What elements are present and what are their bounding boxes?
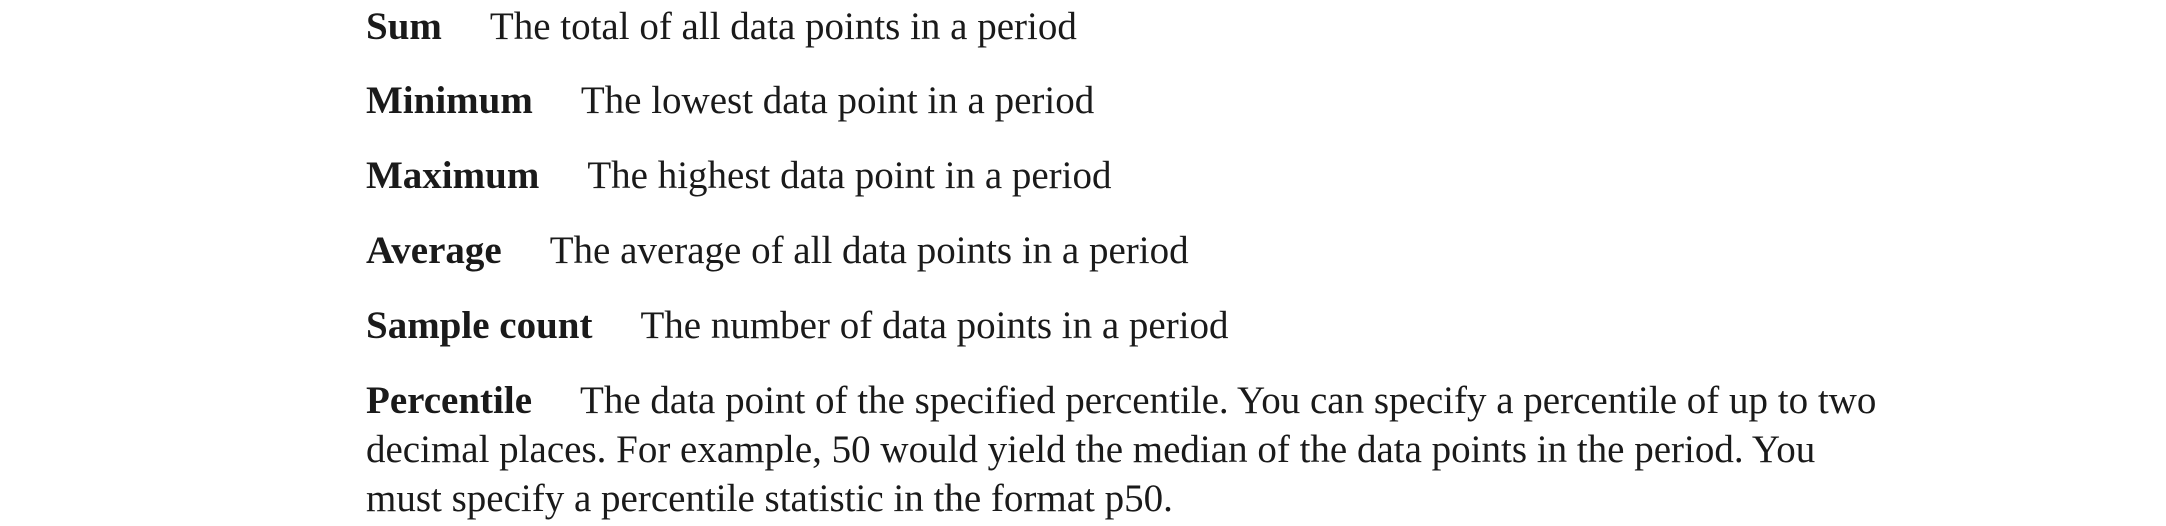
stat-term: Maximum [366, 154, 540, 197]
stat-description: The number of data points in a period [640, 304, 1229, 347]
stat-entry-percentile: Percentile The data point of the specifie… [366, 376, 1886, 523]
stat-term: Percentile [366, 379, 533, 422]
stat-term: Sum [366, 5, 442, 48]
stat-entry-average: Average The average of all data points in… [366, 226, 1189, 275]
stat-term: Minimum [366, 79, 533, 122]
stat-entry-sum: Sum The total of all data points in a per… [366, 2, 1077, 51]
stat-description: The lowest data point in a period [580, 79, 1095, 122]
stat-term: Average [366, 229, 502, 272]
stat-description: The average of all data points in a peri… [549, 229, 1189, 272]
stat-entry-sample-count: Sample count The number of data points in… [366, 301, 1229, 350]
stat-description: The data point of the specified percenti… [366, 379, 1877, 520]
stat-description: The total of all data points in a period [489, 5, 1077, 48]
stat-entry-minimum: Minimum The lowest data point in a period [366, 76, 1094, 125]
stat-description: The highest data point in a period [587, 154, 1112, 197]
stat-term: Sample count [366, 304, 593, 347]
stat-entry-maximum: Maximum The highest data point in a perio… [366, 151, 1112, 200]
